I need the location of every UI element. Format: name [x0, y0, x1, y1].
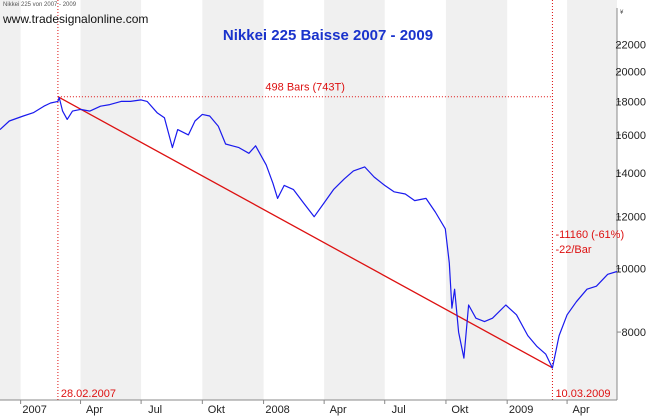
y-tick-label: 12000: [615, 212, 646, 224]
plot-area: [0, 0, 617, 400]
start-date-label: 28.02.2007: [61, 388, 116, 400]
quarter-band: [324, 0, 385, 400]
series-line-nikkei: [0, 96, 618, 369]
chart-title: Nikkei 225 Baisse 2007 - 2009: [223, 27, 433, 44]
quarter-band: [80, 0, 142, 400]
quarter-band: [567, 0, 617, 400]
x-tick-label: Apr: [573, 404, 590, 416]
x-tick-label: Jul: [392, 404, 406, 416]
y-tick-label: 8000: [622, 327, 646, 339]
y-tick-label: 16000: [615, 130, 646, 142]
x-tick-label: 2007: [22, 404, 46, 416]
quarter-band: [0, 0, 21, 400]
x-tick-label: Okt: [451, 404, 468, 416]
chart-caption: Nikkei 225 von 2007 - 2009: [3, 2, 77, 8]
x-tick-label: 2008: [265, 404, 289, 416]
change-label: -11160 (-61%): [555, 229, 624, 241]
end-date-label: 10.03.2009: [555, 388, 610, 400]
x-tick-label: Apr: [330, 404, 347, 416]
y-axis: 8000 10000 12000 14000 16000 18000 20000 22000: [615, 8, 646, 400]
y-tick-label: 10000: [615, 264, 646, 276]
x-tick-label: 2009: [509, 404, 533, 416]
annotation-guides: [57, 0, 553, 400]
x-axis: 2007 Apr Jul Okt 2008 Apr Jul Okt 2009 Apr: [0, 399, 617, 416]
quarter-band: [202, 0, 264, 400]
y-tick-label: 22000: [615, 39, 646, 51]
quarter-band: [445, 0, 508, 400]
per-bar-label: -22/Bar: [555, 244, 591, 256]
x-tick-label: Okt: [208, 404, 225, 416]
x-ticks: 2007 Apr Jul Okt 2008 Apr Jul Okt 2009 Apr: [20, 400, 590, 416]
currency-symbol: ¥: [620, 10, 624, 16]
y-tick-label: 18000: [615, 96, 646, 108]
trend-line: [57, 96, 553, 369]
y-tick-label: 14000: [615, 168, 646, 180]
y-ticks: 8000 10000 12000 14000 16000 18000 20000 22000: [615, 39, 646, 339]
quarter-bands: [0, 0, 617, 400]
bars-count-label: 498 Bars (743T): [265, 82, 344, 94]
annotation-labels: 498 Bars (743T) -11160 (-61%) -22/Bar 28…: [61, 82, 624, 400]
x-tick-label: Apr: [86, 404, 103, 416]
y-tick-label: 20000: [615, 66, 646, 78]
x-tick-label: Jul: [148, 404, 162, 416]
website-label: www.tradesignalonline.com: [2, 12, 148, 26]
